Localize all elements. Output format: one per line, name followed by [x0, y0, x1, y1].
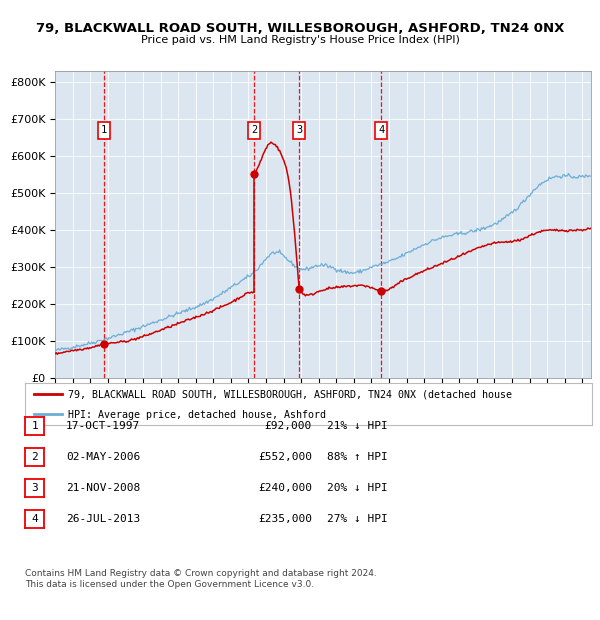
Text: Contains HM Land Registry data © Crown copyright and database right 2024.: Contains HM Land Registry data © Crown c…	[25, 569, 377, 578]
Text: 2: 2	[31, 452, 38, 462]
Text: 21% ↓ HPI: 21% ↓ HPI	[327, 421, 388, 431]
Text: 1: 1	[31, 421, 38, 431]
Text: 88% ↑ HPI: 88% ↑ HPI	[327, 452, 388, 462]
Text: 1: 1	[101, 125, 107, 135]
Text: 2: 2	[251, 125, 257, 135]
Text: 79, BLACKWALL ROAD SOUTH, WILLESBOROUGH, ASHFORD, TN24 0NX (detached house: 79, BLACKWALL ROAD SOUTH, WILLESBOROUGH,…	[68, 389, 512, 399]
Text: HPI: Average price, detached house, Ashford: HPI: Average price, detached house, Ashf…	[68, 410, 326, 420]
Text: This data is licensed under the Open Government Licence v3.0.: This data is licensed under the Open Gov…	[25, 580, 314, 589]
Text: 3: 3	[31, 483, 38, 493]
Text: £240,000: £240,000	[258, 483, 312, 493]
Text: 79, BLACKWALL ROAD SOUTH, WILLESBOROUGH, ASHFORD, TN24 0NX: 79, BLACKWALL ROAD SOUTH, WILLESBOROUGH,…	[36, 22, 564, 35]
Text: 21-NOV-2008: 21-NOV-2008	[66, 483, 140, 493]
Text: 26-JUL-2013: 26-JUL-2013	[66, 514, 140, 524]
Text: 3: 3	[296, 125, 302, 135]
Text: 4: 4	[31, 514, 38, 524]
Text: Price paid vs. HM Land Registry's House Price Index (HPI): Price paid vs. HM Land Registry's House …	[140, 35, 460, 45]
Text: £235,000: £235,000	[258, 514, 312, 524]
Text: 17-OCT-1997: 17-OCT-1997	[66, 421, 140, 431]
Text: 20% ↓ HPI: 20% ↓ HPI	[327, 483, 388, 493]
Text: 4: 4	[378, 125, 385, 135]
Text: £552,000: £552,000	[258, 452, 312, 462]
Text: 02-MAY-2006: 02-MAY-2006	[66, 452, 140, 462]
Text: 27% ↓ HPI: 27% ↓ HPI	[327, 514, 388, 524]
Text: £92,000: £92,000	[265, 421, 312, 431]
